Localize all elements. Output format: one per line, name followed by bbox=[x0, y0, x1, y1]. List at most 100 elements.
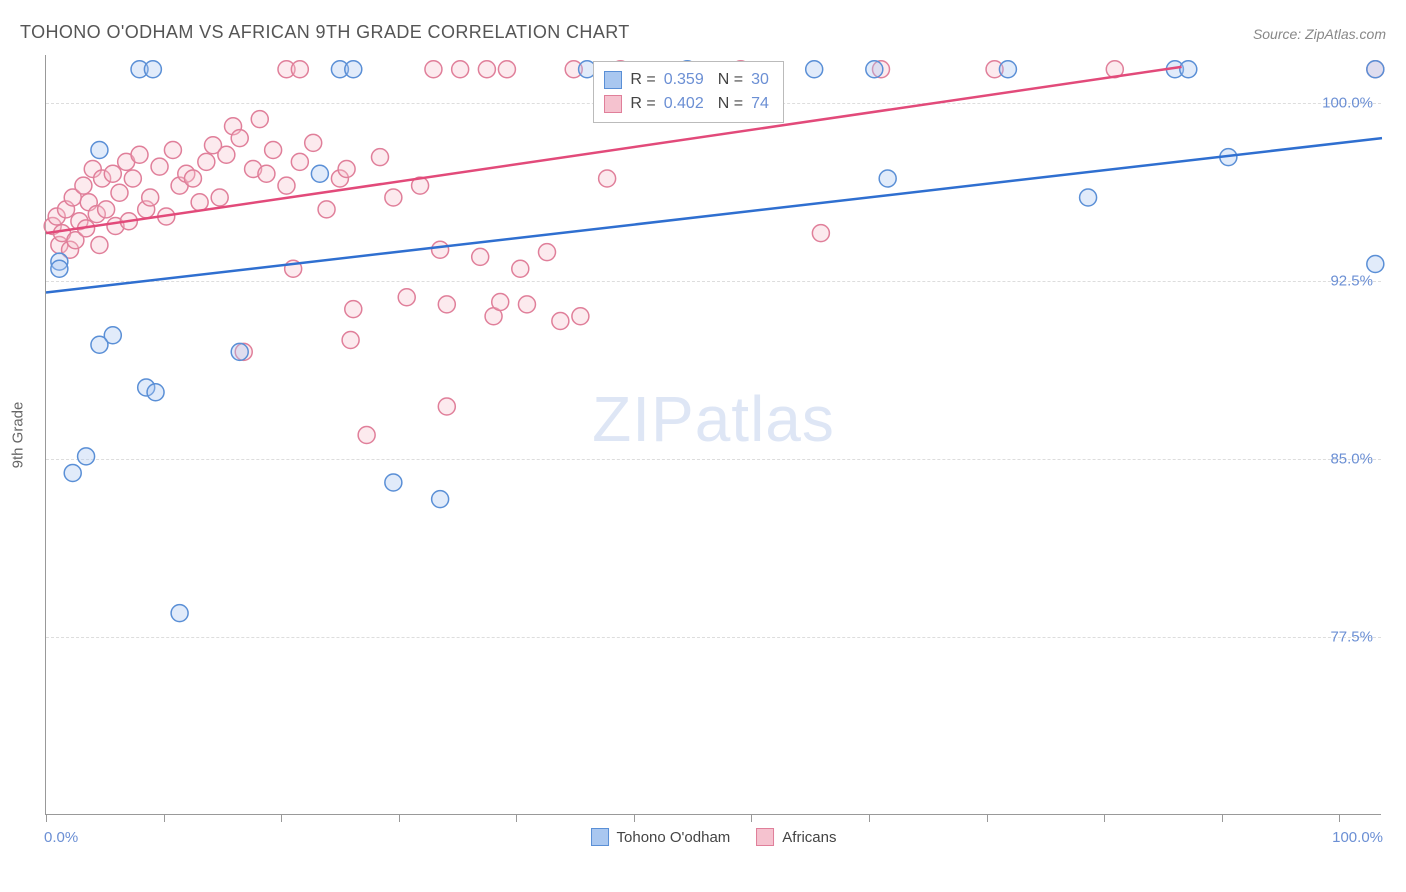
data-point bbox=[866, 61, 883, 78]
data-point bbox=[552, 313, 569, 330]
data-point bbox=[342, 332, 359, 349]
data-point bbox=[572, 308, 589, 325]
legend-swatch bbox=[756, 828, 774, 846]
data-point bbox=[398, 289, 415, 306]
data-point bbox=[1080, 189, 1097, 206]
data-point bbox=[64, 465, 81, 482]
data-point bbox=[806, 61, 823, 78]
data-point bbox=[385, 189, 402, 206]
data-point bbox=[472, 248, 489, 265]
x-tick bbox=[1222, 814, 1223, 822]
data-point bbox=[104, 165, 121, 182]
stats-legend-box: R =0.359N =30R =0.402N =74 bbox=[593, 61, 784, 123]
data-point bbox=[91, 336, 108, 353]
stats-row: R =0.359N =30 bbox=[604, 68, 769, 92]
y-tick-label: 85.0% bbox=[1330, 450, 1373, 467]
legend-item: Tohono O'odham bbox=[591, 828, 731, 846]
x-tick bbox=[987, 814, 988, 822]
legend-swatch bbox=[591, 828, 609, 846]
y-axis-title: 9th Grade bbox=[10, 401, 27, 468]
correlation-chart: TOHONO O'ODHAM VS AFRICAN 9TH GRADE CORR… bbox=[0, 0, 1406, 892]
x-tick bbox=[751, 814, 752, 822]
data-point bbox=[498, 61, 515, 78]
data-point bbox=[144, 61, 161, 78]
stats-n-value: 30 bbox=[751, 68, 769, 92]
data-point bbox=[1367, 256, 1384, 273]
data-point bbox=[91, 142, 108, 159]
legend-label: Africans bbox=[782, 829, 836, 846]
data-point bbox=[218, 146, 235, 163]
data-point bbox=[164, 142, 181, 159]
data-point bbox=[358, 427, 375, 444]
x-tick bbox=[1339, 814, 1340, 822]
data-point bbox=[184, 170, 201, 187]
data-point bbox=[1180, 61, 1197, 78]
data-point bbox=[438, 296, 455, 313]
x-tick bbox=[281, 814, 282, 822]
data-point bbox=[124, 170, 141, 187]
x-tick bbox=[634, 814, 635, 822]
x-tick bbox=[516, 814, 517, 822]
data-point bbox=[98, 201, 115, 218]
y-tick-label: 92.5% bbox=[1330, 272, 1373, 289]
data-point bbox=[518, 296, 535, 313]
data-point bbox=[265, 142, 282, 159]
x-axis-min-label: 0.0% bbox=[44, 829, 78, 846]
data-point bbox=[1367, 61, 1384, 78]
data-point bbox=[338, 161, 355, 178]
legend-swatch bbox=[604, 95, 622, 113]
x-tick bbox=[1104, 814, 1105, 822]
data-point bbox=[278, 177, 295, 194]
data-point bbox=[311, 165, 328, 182]
legend-item: Africans bbox=[756, 828, 836, 846]
data-point bbox=[142, 189, 159, 206]
stats-r-value: 0.402 bbox=[664, 92, 704, 116]
data-point bbox=[211, 189, 228, 206]
data-point bbox=[171, 605, 188, 622]
data-point bbox=[258, 165, 275, 182]
data-point bbox=[452, 61, 469, 78]
data-point bbox=[425, 61, 442, 78]
stats-n-label: N = bbox=[718, 68, 743, 92]
plot-area: 9th Grade 77.5%85.0%92.5%100.0% ZIPatlas… bbox=[45, 55, 1381, 815]
stats-n-label: N = bbox=[718, 92, 743, 116]
data-point bbox=[432, 241, 449, 258]
data-point bbox=[251, 111, 268, 128]
legend-swatch bbox=[604, 71, 622, 89]
data-point bbox=[438, 398, 455, 415]
data-point bbox=[51, 260, 68, 277]
data-point bbox=[812, 225, 829, 242]
y-tick-label: 77.5% bbox=[1330, 628, 1373, 645]
y-tick-label: 100.0% bbox=[1322, 94, 1373, 111]
data-point bbox=[147, 384, 164, 401]
x-tick bbox=[869, 814, 870, 822]
data-point bbox=[151, 158, 168, 175]
data-point bbox=[231, 130, 248, 147]
data-point bbox=[75, 177, 92, 194]
stats-r-label: R = bbox=[630, 92, 655, 116]
data-point bbox=[191, 194, 208, 211]
x-tick bbox=[164, 814, 165, 822]
data-point bbox=[291, 153, 308, 170]
x-tick bbox=[399, 814, 400, 822]
data-point bbox=[305, 134, 322, 151]
data-point bbox=[999, 61, 1016, 78]
data-point bbox=[345, 61, 362, 78]
x-tick bbox=[46, 814, 47, 822]
data-point bbox=[198, 153, 215, 170]
data-point bbox=[492, 294, 509, 311]
data-point bbox=[539, 244, 556, 261]
data-point bbox=[318, 201, 335, 218]
trend-line bbox=[46, 138, 1382, 292]
scatter-svg bbox=[46, 55, 1381, 814]
x-axis-max-label: 100.0% bbox=[1332, 829, 1383, 846]
data-point bbox=[432, 491, 449, 508]
stats-r-label: R = bbox=[630, 68, 655, 92]
data-point bbox=[372, 149, 389, 166]
data-point bbox=[512, 260, 529, 277]
data-point bbox=[345, 301, 362, 318]
legend-label: Tohono O'odham bbox=[617, 829, 731, 846]
stats-n-value: 74 bbox=[751, 92, 769, 116]
chart-title: TOHONO O'ODHAM VS AFRICAN 9TH GRADE CORR… bbox=[20, 22, 630, 43]
data-point bbox=[879, 170, 896, 187]
